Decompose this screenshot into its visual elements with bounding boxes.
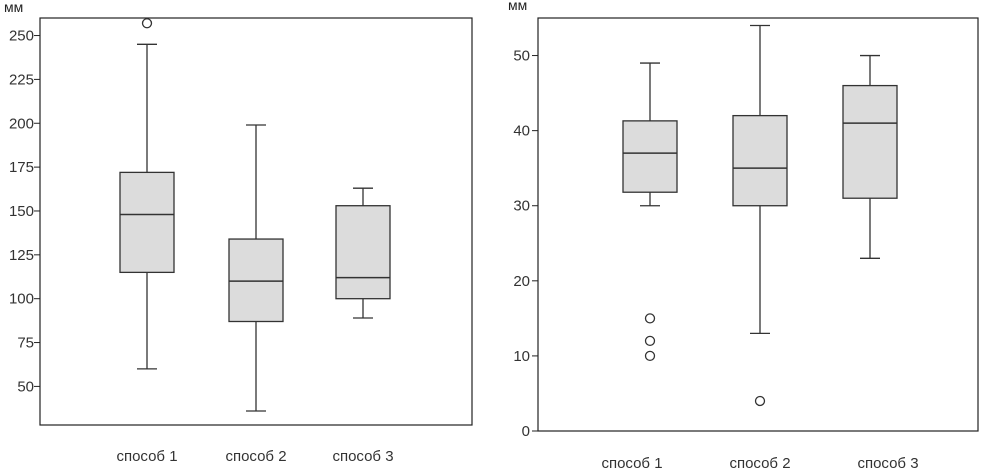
right-box-1-outlier-2: [644, 335, 656, 347]
right-category-label-3: способ 3: [857, 455, 918, 470]
right-boxplot-chart: мм 0 10 20 30 40 50 способ 1 способ 2 способ …: [508, 0, 979, 470]
right-ytick-label-50: 50: [513, 48, 530, 65]
left-ytick-label-150: 150: [9, 203, 34, 220]
left-box-3-iqr: [335, 205, 391, 300]
right-box-2-iqr: [732, 114, 788, 207]
left-category-label-3: способ 3: [332, 448, 393, 465]
right-box-3-iqr: [842, 84, 898, 199]
left-ytick-label-200: 200: [9, 115, 34, 132]
right-category-label-1: способ 1: [601, 455, 662, 470]
right-ytick-label-20: 20: [513, 273, 530, 290]
left-box-1-iqr: [119, 171, 175, 274]
left-y-axis: 50 75 100 125 150 175 200 225 250: [9, 28, 40, 395]
right-ytick-label-10: 10: [513, 348, 530, 365]
left-ytick-label-225: 225: [9, 71, 34, 88]
left-category-label-1: способ 1: [116, 448, 177, 465]
left-box-2-iqr: [228, 238, 284, 323]
right-ytick-label-0: 0: [522, 423, 530, 440]
left-plot-frame: [39, 17, 473, 426]
left-ytick-label-75: 75: [17, 335, 34, 352]
right-box-1-outlier-1: [644, 313, 656, 324]
left-boxes: [119, 18, 391, 412]
right-boxes: [622, 24, 898, 407]
left-ytick-label-125: 125: [9, 247, 34, 264]
right-unit-label: мм: [508, 0, 527, 13]
left-ytick-label-175: 175: [9, 159, 34, 176]
right-ytick-label-40: 40: [513, 123, 530, 140]
left-boxplot-chart: мм 50 75 100 125 150 175 200 225 250 способ 1 сп…: [4, 0, 473, 465]
right-box-1-iqr: [622, 120, 678, 193]
left-unit-label: мм: [4, 0, 23, 15]
left-ytick-label-100: 100: [9, 291, 34, 308]
right-plot-frame: [537, 17, 979, 432]
left-box-1-outlier-1: [141, 18, 153, 29]
left-ytick-label-50: 50: [17, 378, 34, 395]
right-box-2-outlier-1: [754, 395, 766, 407]
right-x-axis: способ 1 способ 2 способ 3: [601, 455, 918, 470]
right-box-1-outlier-3: [644, 350, 656, 362]
right-y-axis: 0 10 20 30 40 50: [513, 48, 538, 440]
left-ytick-label-250: 250: [9, 28, 34, 45]
right-category-label-2: способ 2: [729, 455, 790, 470]
right-ytick-label-30: 30: [513, 198, 530, 215]
left-x-axis: способ 1 способ 2 способ 3: [116, 448, 393, 465]
left-category-label-2: способ 2: [225, 448, 286, 465]
